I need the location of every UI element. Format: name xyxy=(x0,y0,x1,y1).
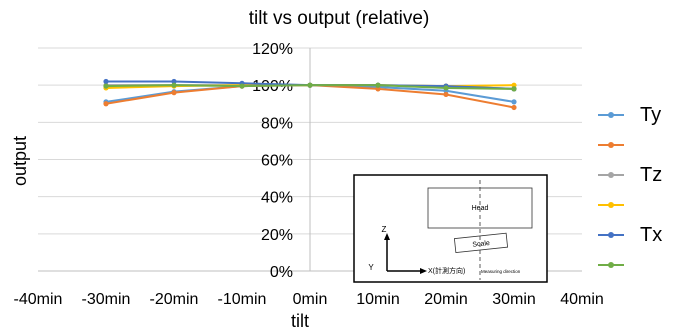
data-point xyxy=(511,82,517,88)
data-point xyxy=(375,82,381,88)
data-point xyxy=(511,86,517,92)
y-tick-label: 120% xyxy=(252,41,293,58)
legend-label: Tz xyxy=(640,163,663,186)
data-point xyxy=(307,82,313,88)
x-tick-label: -20min xyxy=(150,291,199,308)
data-point xyxy=(239,83,245,89)
y-tick-label: 0% xyxy=(270,264,293,281)
x-tick-label: 0min xyxy=(293,291,328,308)
data-point xyxy=(511,99,517,105)
x-tick-label: 40min xyxy=(560,291,604,308)
data-point xyxy=(511,104,517,111)
inset-x-label: X(計測方向) xyxy=(428,266,465,275)
legend-swatch xyxy=(598,232,624,238)
inset-y-label: Y xyxy=(368,263,374,272)
legend-swatch xyxy=(598,112,624,118)
y-tick-label: 20% xyxy=(261,227,293,244)
legend-swatch xyxy=(598,142,624,148)
data-point xyxy=(103,83,109,89)
legend-marker xyxy=(608,202,614,208)
legend-label: Tx xyxy=(640,223,663,246)
legend: Ty Tz Tx xyxy=(598,100,678,280)
inset-z-arrow xyxy=(384,233,390,240)
legend-swatch xyxy=(598,262,624,268)
legend-marker xyxy=(608,172,614,178)
legend-item xyxy=(598,194,624,216)
data-point xyxy=(103,101,109,107)
data-point xyxy=(171,90,177,96)
legend-marker xyxy=(608,142,614,148)
data-point xyxy=(375,86,381,92)
inset-frame xyxy=(353,174,548,283)
y-tick-labels: 0%20%40%60%80%100%120% xyxy=(252,41,293,281)
x-tick-label: 20min xyxy=(424,291,468,308)
legend-item xyxy=(598,254,624,276)
x-tick-label: -40min xyxy=(14,291,63,308)
inset-scale-box xyxy=(453,232,509,254)
chart-title: tilt vs output (relative) xyxy=(249,8,430,29)
legend-label: Ty xyxy=(640,103,662,126)
x-tick-label: -30min xyxy=(82,291,131,308)
legend-swatch xyxy=(598,172,624,178)
legend-item: Ty xyxy=(598,104,661,126)
data-point xyxy=(103,78,109,85)
data-point xyxy=(443,85,449,91)
inset-direction-label: Measuring direction xyxy=(481,269,521,274)
y-axis-label: output xyxy=(10,136,30,186)
x-tick-label: -10min xyxy=(218,291,267,308)
x-tick-label: 30min xyxy=(492,291,536,308)
x-axis-label: tilt xyxy=(291,311,309,331)
legend-item: Tx xyxy=(598,224,662,246)
inset-scale-label: Scale xyxy=(472,240,490,249)
x-tick-label: 10min xyxy=(356,291,400,308)
y-tick-label: 60% xyxy=(261,153,293,170)
legend-marker xyxy=(608,112,614,118)
series-lines xyxy=(103,78,517,111)
inset-diagram: Head Scale Z Y X(計測方向) Measuring directi… xyxy=(353,174,548,283)
y-tick-label: 40% xyxy=(261,190,293,207)
data-point xyxy=(171,78,177,85)
legend-marker xyxy=(608,262,614,268)
legend-item xyxy=(598,134,624,156)
legend-marker xyxy=(608,232,614,238)
legend-item: Tz xyxy=(598,164,662,186)
inset-z-label: Z xyxy=(382,225,387,234)
data-point xyxy=(443,91,449,98)
y-tick-label: 80% xyxy=(261,115,293,132)
data-point xyxy=(171,82,177,88)
inset-x-arrow xyxy=(420,268,427,274)
inset-scale: Scale xyxy=(453,232,509,254)
legend-swatch xyxy=(598,202,624,208)
x-tick-labels: -40min -30min -20min -10min 0min 10min 20min 30… xyxy=(14,291,604,308)
